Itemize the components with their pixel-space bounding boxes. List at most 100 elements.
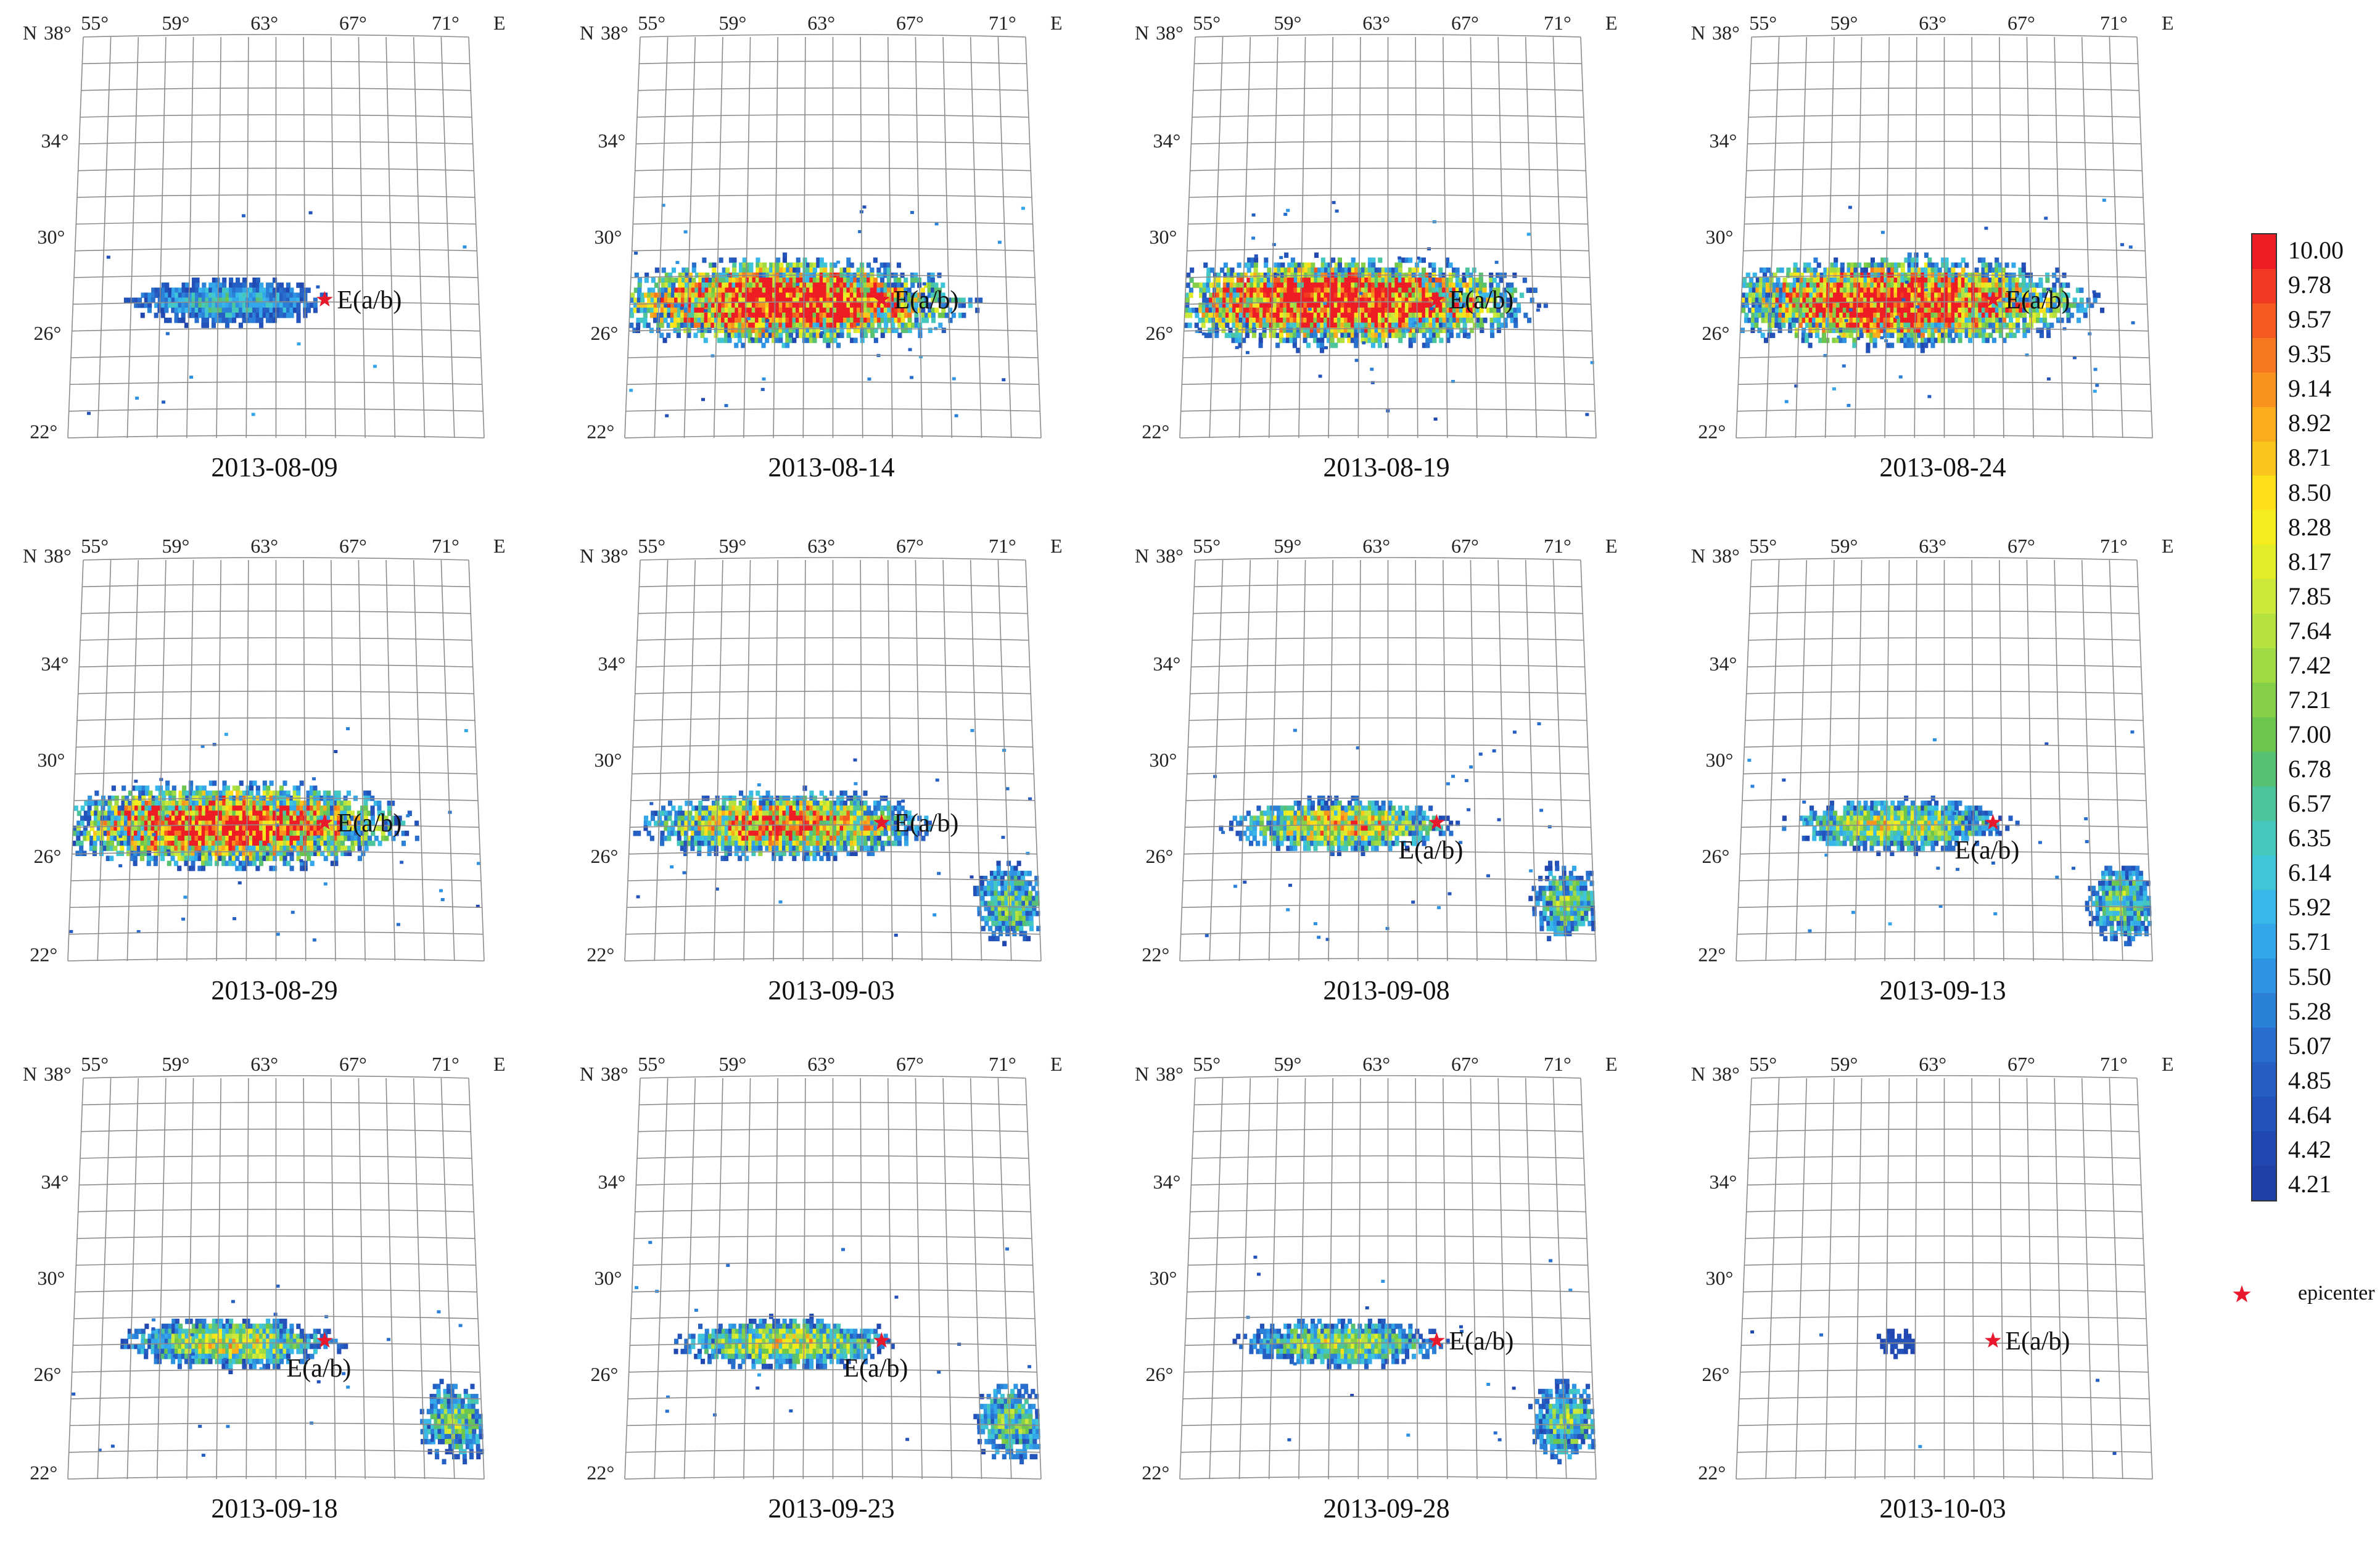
anomaly-cell bbox=[1968, 337, 1973, 344]
anomaly-cell bbox=[273, 810, 278, 816]
anomaly-cell bbox=[1506, 312, 1511, 318]
anomaly-cell bbox=[175, 810, 179, 816]
panel-date: 2013-08-09 bbox=[211, 452, 338, 482]
anomaly-cell bbox=[1884, 282, 1888, 288]
anomaly-cell bbox=[161, 292, 166, 299]
anomaly-cell bbox=[1842, 312, 1847, 318]
anomaly-cell bbox=[1782, 287, 1787, 293]
anomaly-cell bbox=[1201, 312, 1206, 318]
anomaly-cell bbox=[120, 815, 125, 822]
anomaly-cell bbox=[1809, 302, 1814, 308]
parallel-line bbox=[1740, 328, 2149, 332]
anomaly-cell bbox=[830, 262, 834, 268]
anomaly-cell bbox=[1435, 282, 1440, 288]
anomaly-speck bbox=[820, 331, 824, 335]
anomaly-cell bbox=[2001, 287, 2006, 293]
anomaly-cell bbox=[1876, 297, 1881, 303]
anomaly-cell bbox=[1835, 337, 1840, 344]
anomaly-cell bbox=[1262, 332, 1267, 339]
meridian-line bbox=[942, 36, 953, 439]
anomaly-cell bbox=[1837, 267, 1842, 273]
anomaly-cell bbox=[1834, 257, 1839, 263]
anomaly-cell bbox=[2025, 328, 2030, 333]
anomaly-cell bbox=[1337, 278, 1342, 283]
latitude-tick: 30° bbox=[38, 226, 65, 248]
anomaly-cell bbox=[228, 815, 233, 822]
anomaly-cell bbox=[816, 282, 821, 288]
anomaly-speck bbox=[316, 285, 320, 289]
anomaly-cell bbox=[255, 282, 260, 288]
anomaly-cell bbox=[1226, 278, 1231, 283]
anomaly-cell bbox=[887, 302, 892, 308]
anomaly-speck bbox=[1794, 384, 1798, 388]
anomaly-cell bbox=[802, 292, 807, 299]
anomaly-cell bbox=[1408, 312, 1413, 318]
anomaly-cell bbox=[2042, 307, 2047, 313]
anomaly-cell bbox=[1412, 332, 1417, 339]
anomaly-cell bbox=[704, 282, 709, 288]
anomaly-cell bbox=[1835, 307, 1840, 313]
anomaly-cell bbox=[1324, 318, 1328, 323]
anomaly-cell bbox=[1357, 287, 1362, 293]
anomaly-cell bbox=[1385, 278, 1390, 283]
anomaly-cell bbox=[799, 318, 804, 323]
anomaly-cell bbox=[1964, 302, 1969, 308]
anomaly-cell bbox=[1998, 318, 2003, 323]
anomaly-cell bbox=[90, 810, 95, 816]
anomaly-cell bbox=[1755, 287, 1760, 293]
anomaly-cell bbox=[310, 790, 315, 796]
anomaly-cell bbox=[1921, 287, 1925, 293]
anomaly-cell bbox=[1853, 262, 1858, 268]
anomaly-cell bbox=[1907, 257, 1912, 263]
anomaly-cell bbox=[161, 806, 166, 811]
anomaly-cell bbox=[1856, 287, 1861, 293]
anomaly-cell bbox=[913, 278, 918, 283]
anomaly-cell bbox=[1856, 292, 1861, 299]
anomaly-cell bbox=[259, 801, 264, 806]
map-svg: 55° 59° 63° 67° 71° EN 38°34°30°26°22°E(a/b) bbox=[1691, 12, 2174, 442]
anomaly-cell bbox=[1283, 282, 1288, 288]
anomaly-cell bbox=[1791, 323, 1796, 328]
anomaly-cell bbox=[1930, 342, 1935, 348]
graticule bbox=[1179, 34, 1597, 439]
anomaly-cell bbox=[867, 278, 871, 283]
anomaly-cell bbox=[1863, 318, 1867, 323]
anomaly-cell bbox=[1218, 312, 1223, 318]
anomaly-cell bbox=[1364, 328, 1369, 333]
anomaly-cell bbox=[205, 312, 210, 318]
anomaly-cell bbox=[1478, 278, 1483, 283]
anomaly-cell bbox=[1906, 342, 1911, 348]
anomaly-cell bbox=[333, 815, 338, 822]
anomaly-cell bbox=[1219, 287, 1224, 293]
anomaly-cell bbox=[1930, 328, 1935, 333]
anomaly-cell bbox=[1223, 262, 1228, 268]
anomaly-cell bbox=[1995, 318, 2000, 323]
anomaly-cell bbox=[1819, 318, 1824, 323]
anomaly-cell bbox=[681, 282, 686, 288]
anomaly-cell bbox=[1290, 302, 1295, 308]
anomaly-cell bbox=[765, 323, 770, 328]
anomaly-cell bbox=[1893, 307, 1898, 313]
anomaly-cell bbox=[1203, 282, 1208, 288]
anomaly-cell bbox=[759, 287, 764, 293]
anomaly-cell bbox=[662, 337, 667, 344]
anomaly-cell bbox=[789, 262, 794, 268]
anomaly-cell bbox=[1795, 307, 1800, 313]
anomaly-cell bbox=[242, 302, 247, 308]
anomaly-cell bbox=[1242, 307, 1247, 313]
anomaly-cell bbox=[2018, 282, 2023, 288]
anomaly-cell bbox=[1808, 328, 1813, 333]
anomaly-cell bbox=[745, 282, 750, 288]
anomaly-cell bbox=[799, 278, 804, 283]
anomaly-cell bbox=[877, 323, 882, 328]
anomaly-cell bbox=[208, 307, 213, 313]
anomaly-cell bbox=[930, 282, 935, 288]
anomaly-cell bbox=[691, 278, 696, 283]
anomaly-cell bbox=[941, 328, 946, 333]
anomaly-cell bbox=[1917, 292, 1922, 299]
anomaly-cell bbox=[1927, 278, 1932, 283]
parallel-line bbox=[76, 194, 476, 198]
parallel-line bbox=[1738, 381, 2151, 385]
anomaly-cell bbox=[781, 342, 786, 348]
anomaly-cell bbox=[1509, 292, 1514, 299]
